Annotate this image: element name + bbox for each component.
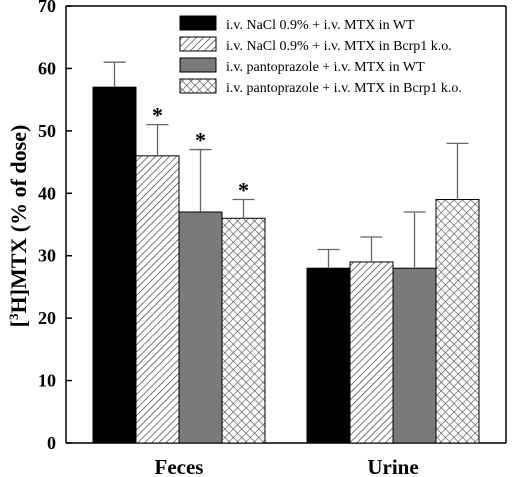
y-axis-title: [3H]MTX (% of dose) bbox=[6, 125, 31, 328]
legend-swatch bbox=[179, 36, 217, 52]
bar-urine-series-2 bbox=[349, 261, 394, 444]
bar-feces-series-4 bbox=[221, 217, 266, 444]
error-bars bbox=[103, 61, 469, 269]
legend-swatch bbox=[179, 78, 217, 94]
significance-asterisk: * bbox=[195, 128, 206, 153]
y-tick-label: 40 bbox=[38, 183, 56, 203]
legend-swatch bbox=[179, 57, 217, 73]
y-tick-label: 70 bbox=[38, 0, 56, 16]
plot-area: 0 10 20 30 40 50 60 70 * * * bbox=[38, 0, 507, 453]
x-category-label: Feces bbox=[155, 455, 204, 477]
x-category-label: Urine bbox=[367, 455, 418, 477]
y-axis-title-superscript: 3 bbox=[6, 313, 21, 320]
y-axis-title-rest: H]MTX (% of dose) bbox=[6, 125, 31, 314]
y-tick-label: 20 bbox=[38, 308, 56, 328]
legend-swatch bbox=[179, 15, 217, 31]
legend-label: i.v. pantoprazole + i.v. MTX in WT bbox=[226, 60, 425, 75]
legend-label: i.v. NaCl 0.9% + i.v. MTX in WT bbox=[226, 18, 415, 33]
y-tick-label: 30 bbox=[38, 246, 56, 266]
legend-label: i.v. pantoprazole + i.v. MTX in Bcrp1 k.… bbox=[226, 81, 462, 96]
significance-asterisk: * bbox=[238, 178, 249, 203]
y-axis-title-open: [ bbox=[6, 320, 31, 327]
bar-feces-series-1 bbox=[92, 86, 137, 444]
legend-label: i.v. NaCl 0.9% + i.v. MTX in Bcrp1 k.o. bbox=[226, 39, 452, 54]
bar-urine-series-4 bbox=[435, 199, 480, 444]
significance-markers: * * * bbox=[152, 103, 249, 203]
bars bbox=[92, 86, 480, 444]
x-category-labels: Feces Urine bbox=[155, 455, 419, 477]
y-tick-label: 10 bbox=[38, 371, 56, 391]
y-tick-label: 60 bbox=[38, 58, 56, 78]
significance-asterisk: * bbox=[152, 103, 163, 128]
bar-feces-series-2 bbox=[135, 155, 180, 444]
bar-urine-series-3 bbox=[392, 267, 437, 444]
y-tick-label: 50 bbox=[38, 121, 56, 141]
bar-urine-series-1 bbox=[306, 267, 351, 444]
legend: i.v. NaCl 0.9% + i.v. MTX in WT i.v. NaCl… bbox=[179, 15, 462, 96]
bar-feces-series-3 bbox=[178, 211, 223, 444]
y-ticks: 0 10 20 30 40 50 60 70 bbox=[38, 0, 72, 453]
y-tick-label: 0 bbox=[47, 433, 56, 453]
